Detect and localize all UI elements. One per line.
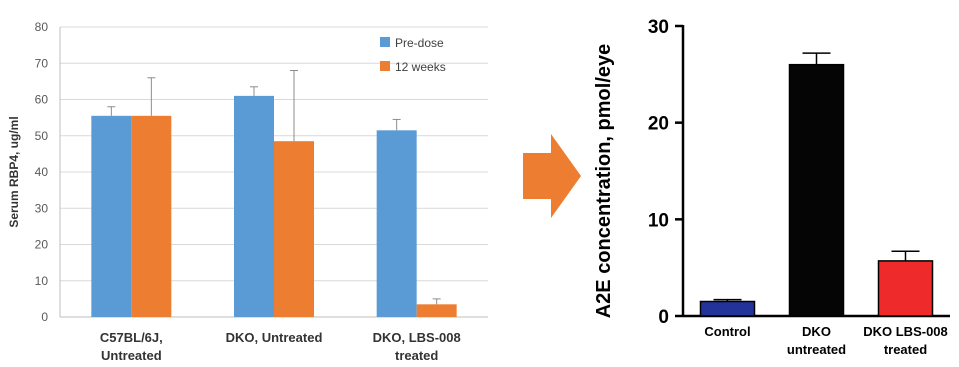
x-tick-label: Control — [704, 324, 750, 339]
x-tick-label: DKO LBS-008 — [863, 324, 948, 339]
arrow-right-icon — [523, 134, 581, 218]
legend-label: 12 weeks — [395, 60, 446, 74]
a2e-chart: 0 10 20 30 A2E concentration, pmol/eye Contro… — [593, 17, 950, 357]
x-tick-label: Untreated — [101, 348, 162, 363]
y-axis-label: A2E concentration, pmol/eye — [593, 44, 615, 319]
y-tick-label: 20 — [35, 238, 49, 252]
y-tick-label: 10 — [648, 210, 669, 231]
legend-swatch — [380, 37, 390, 47]
y-tick-label: 20 — [648, 114, 669, 135]
y-tick-label: 40 — [35, 165, 49, 179]
x-tick-label: treated — [884, 342, 927, 357]
rbp4-chart: 0 10 20 30 40 50 60 70 80 Serum RBP4, ug/ml C57BL/… — [7, 20, 488, 363]
x-tick-label: untreated — [787, 342, 846, 357]
bar — [877, 260, 934, 317]
bar — [788, 63, 845, 317]
bar — [131, 115, 172, 317]
y-tick-label: 70 — [35, 56, 49, 70]
y-tick-label: 0 — [658, 307, 669, 328]
bar — [234, 95, 274, 317]
bar — [91, 115, 132, 317]
bar — [416, 304, 457, 317]
legend-swatch — [380, 61, 390, 71]
legend-label: Pre-dose — [395, 36, 444, 50]
x-tick-label: treated — [395, 348, 438, 363]
bar — [699, 300, 756, 317]
y-tick-label: 30 — [648, 17, 669, 38]
x-tick-label: DKO, LBS-008 — [373, 330, 461, 345]
y-axis-label: Serum RBP4, ug/ml — [7, 116, 21, 227]
y-tick-label: 10 — [35, 274, 49, 288]
y-tick-label: 60 — [35, 93, 49, 107]
y-tick-label: 50 — [35, 129, 49, 143]
x-tick-label: DKO — [802, 324, 831, 339]
x-tick-label: DKO, Untreated — [226, 330, 323, 345]
x-tick-label: C57BL/6J, — [100, 330, 163, 345]
bar — [274, 141, 314, 317]
y-tick-label: 80 — [35, 20, 49, 34]
y-tick-label: 0 — [41, 310, 48, 324]
bar — [376, 130, 417, 317]
y-tick-label: 30 — [35, 201, 49, 215]
